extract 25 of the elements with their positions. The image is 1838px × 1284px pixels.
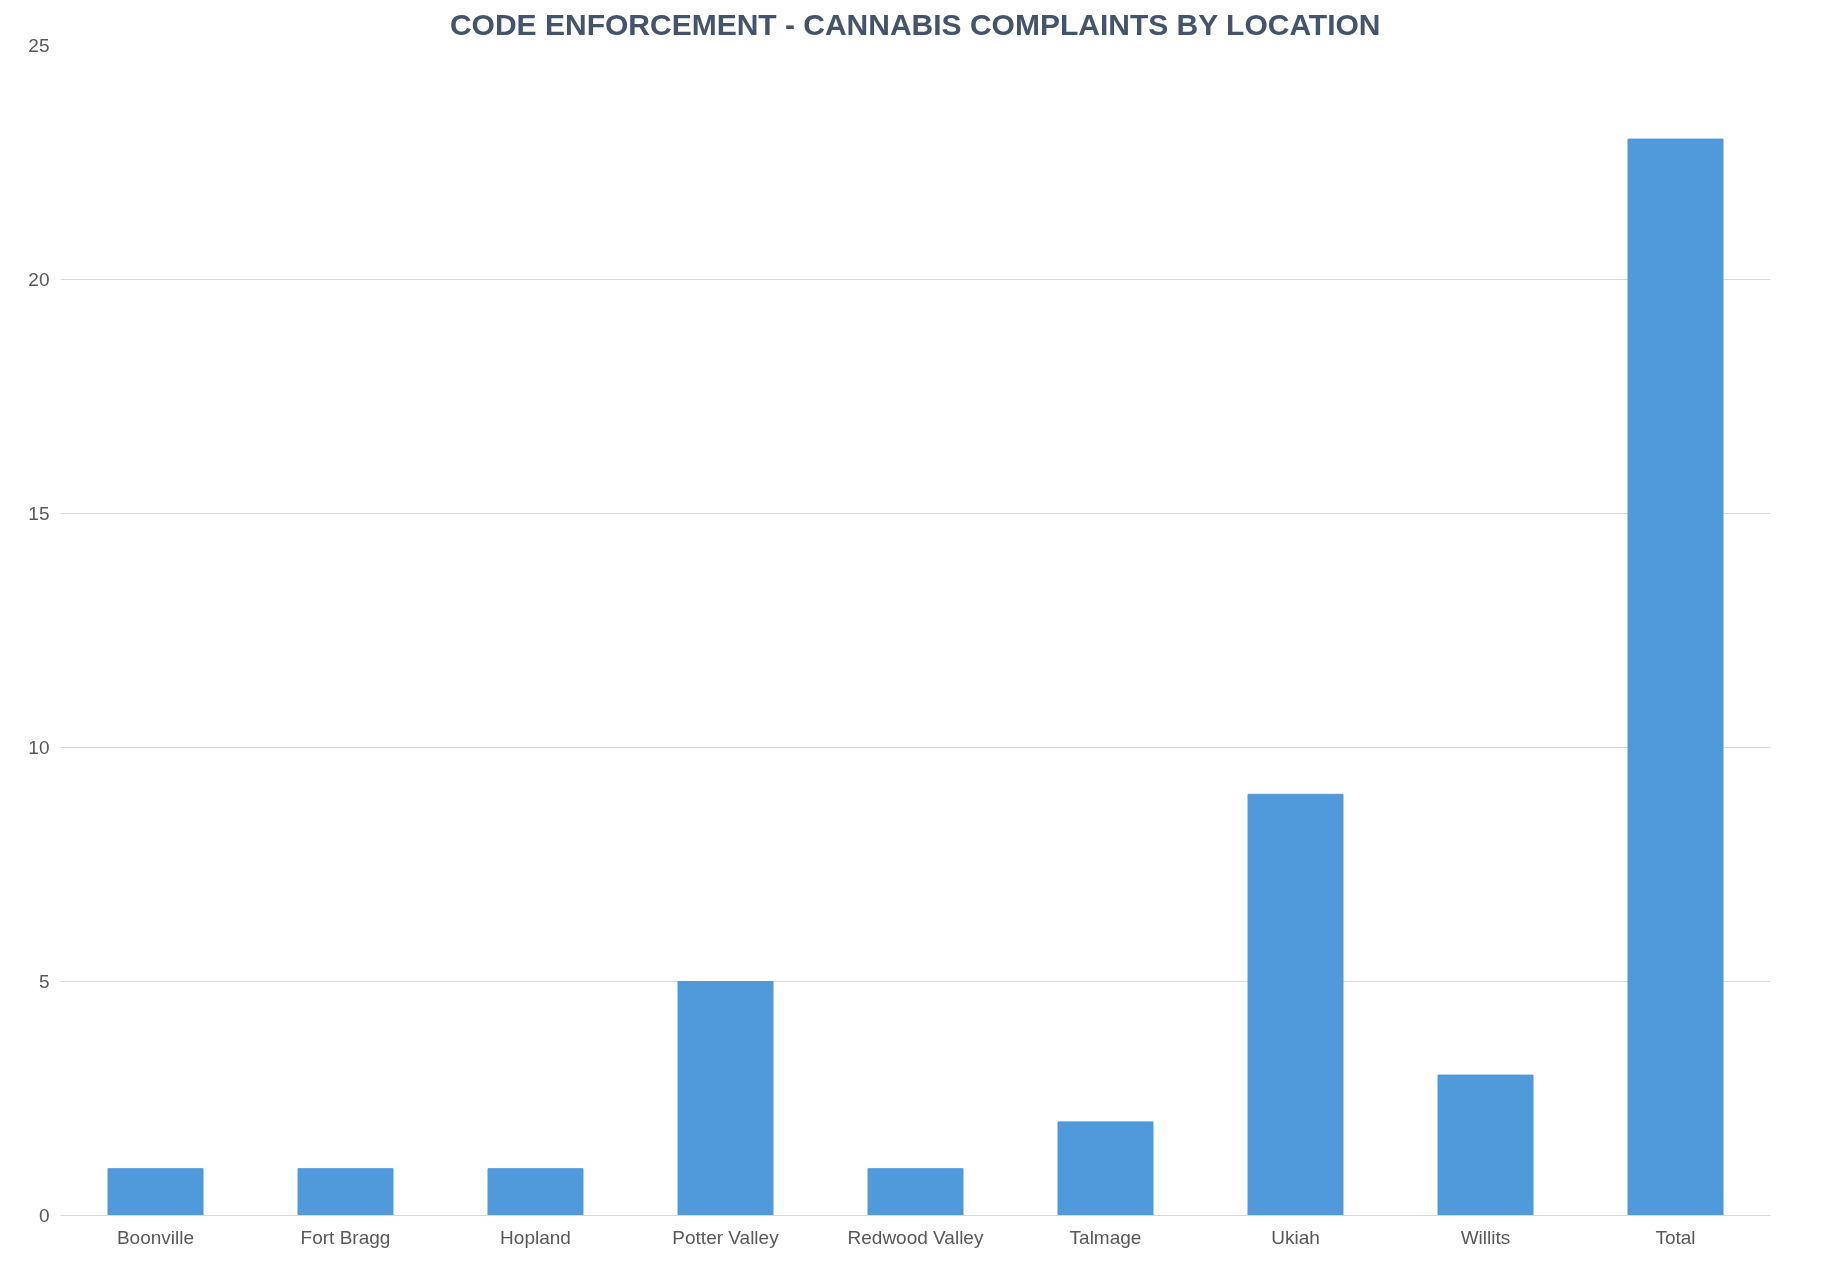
bar xyxy=(297,1168,394,1216)
x-tick-label: Fort Bragg xyxy=(300,1226,391,1248)
y-tick-label: 5 xyxy=(38,971,50,992)
chart-title: CODE ENFORCEMENT - CANNABIS COMPLAINTS BY LOCATION xyxy=(449,7,1381,41)
y-tick-label: 0 xyxy=(38,1205,50,1226)
x-tick-label: Boonville xyxy=(116,1226,195,1248)
x-tick-label: Ukiah xyxy=(1271,1226,1320,1248)
bar xyxy=(1057,1121,1154,1216)
x-tick-label: Potter Valley xyxy=(672,1226,780,1248)
x-tick-label: Redwood Valley xyxy=(847,1226,984,1248)
y-tick-label: 10 xyxy=(28,737,50,758)
bar xyxy=(487,1168,584,1216)
bar xyxy=(677,981,774,1216)
y-tick-label: 15 xyxy=(28,503,50,524)
x-tick-label: Willits xyxy=(1460,1226,1511,1248)
bar xyxy=(107,1168,204,1216)
bar xyxy=(1247,793,1344,1216)
x-tick-label: Hopland xyxy=(500,1226,571,1248)
bar xyxy=(1437,1074,1534,1216)
bar xyxy=(867,1168,964,1216)
bar xyxy=(1627,138,1724,1216)
y-tick-label: 20 xyxy=(28,269,50,290)
y-tick-label: 25 xyxy=(28,35,50,56)
x-tick-label: Total xyxy=(1655,1226,1696,1248)
x-tick-label: Talmage xyxy=(1069,1226,1142,1248)
